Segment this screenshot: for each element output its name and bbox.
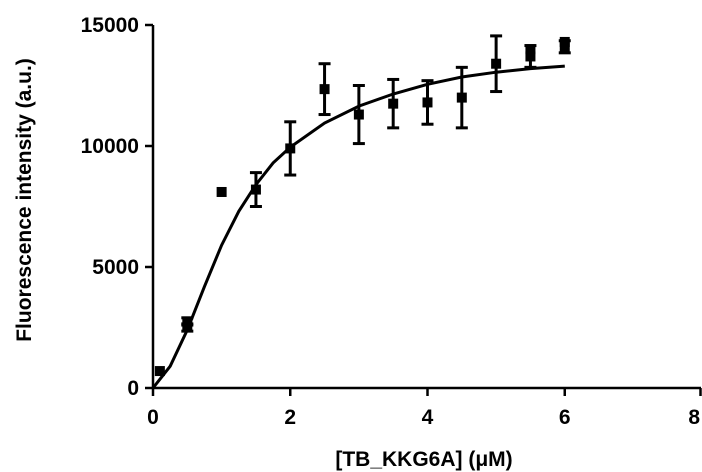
data-point — [249, 171, 262, 208]
data-marker — [216, 186, 227, 197]
y-axis-ticks: 0 5000 10000 15000 — [81, 14, 153, 400]
data-marker — [182, 316, 193, 327]
data-marker — [559, 36, 570, 47]
y-tick-label: 15000 — [81, 14, 139, 37]
x-tick-label: 8 — [688, 406, 700, 429]
y-axis-title: Fluorescence intensity (a.u.) — [13, 58, 36, 342]
data-marker — [285, 143, 296, 154]
x-tick-label: 2 — [284, 406, 296, 429]
y-tick-label: 0 — [127, 377, 139, 400]
y-tick-label: 5000 — [92, 256, 139, 279]
x-axis-title: [TB_KKG6A] (μM) — [335, 448, 512, 471]
data-marker — [456, 92, 467, 103]
data-marker — [525, 51, 536, 62]
data-point — [154, 366, 165, 377]
plot-area — [151, 34, 571, 389]
data-point — [490, 34, 503, 94]
x-tick-label: 0 — [147, 406, 159, 429]
data-point — [284, 120, 297, 177]
data-point — [559, 36, 570, 47]
data-point — [181, 316, 194, 327]
data-marker — [250, 184, 261, 195]
y-tick-label: 10000 — [81, 135, 139, 158]
data-marker — [353, 109, 364, 120]
data-marker — [319, 84, 330, 95]
data-marker — [525, 44, 536, 55]
data-point — [318, 62, 331, 117]
data-marker — [154, 366, 165, 377]
data-point — [216, 186, 227, 197]
x-tick-label: 6 — [559, 406, 571, 429]
data-marker — [388, 98, 399, 109]
data-marker — [491, 58, 502, 69]
data-point — [525, 44, 536, 55]
x-axis-ticks: 0 2 4 6 8 — [147, 388, 702, 429]
x-tick-label: 4 — [422, 406, 434, 429]
data-point — [455, 65, 468, 130]
data-marker — [182, 322, 193, 333]
data-point — [387, 77, 400, 130]
data-point — [421, 79, 434, 126]
data-points — [154, 34, 571, 377]
data-marker — [422, 97, 433, 108]
data-point — [352, 84, 365, 146]
